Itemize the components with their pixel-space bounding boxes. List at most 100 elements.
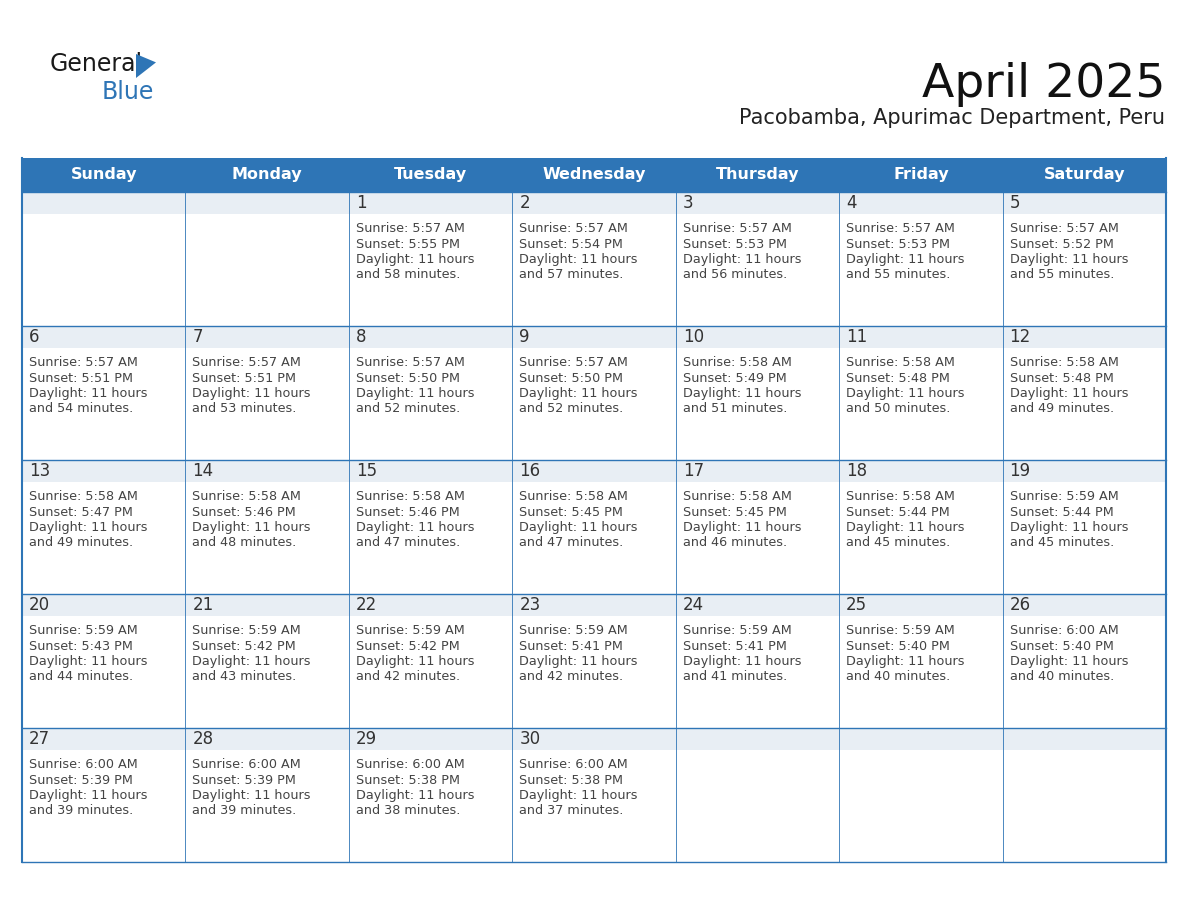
Text: Sunrise: 5:58 AM: Sunrise: 5:58 AM — [29, 490, 138, 503]
Text: Daylight: 11 hours: Daylight: 11 hours — [356, 521, 474, 534]
Text: and 55 minutes.: and 55 minutes. — [1010, 268, 1114, 282]
Text: Sunrise: 5:58 AM: Sunrise: 5:58 AM — [846, 490, 955, 503]
Bar — [23, 192, 185, 214]
Text: and 37 minutes.: and 37 minutes. — [519, 804, 624, 818]
Text: Sunrise: 5:57 AM: Sunrise: 5:57 AM — [1010, 222, 1118, 235]
Text: Sunset: 5:42 PM: Sunset: 5:42 PM — [192, 640, 296, 653]
Text: Daylight: 11 hours: Daylight: 11 hours — [683, 387, 801, 400]
Bar — [1003, 348, 1165, 460]
Text: Sunset: 5:40 PM: Sunset: 5:40 PM — [1010, 640, 1113, 653]
Text: April 2025: April 2025 — [922, 62, 1165, 107]
Bar — [512, 482, 676, 594]
Text: Daylight: 11 hours: Daylight: 11 hours — [192, 789, 311, 802]
Text: Saturday: Saturday — [1043, 167, 1125, 183]
Text: Daylight: 11 hours: Daylight: 11 hours — [1010, 655, 1129, 668]
Text: Sunset: 5:41 PM: Sunset: 5:41 PM — [683, 640, 786, 653]
Text: Sunset: 5:45 PM: Sunset: 5:45 PM — [519, 506, 624, 519]
Text: Daylight: 11 hours: Daylight: 11 hours — [683, 253, 801, 266]
Text: and 45 minutes.: and 45 minutes. — [1010, 536, 1114, 550]
Text: and 47 minutes.: and 47 minutes. — [519, 536, 624, 550]
Text: Sunset: 5:50 PM: Sunset: 5:50 PM — [519, 372, 624, 385]
Text: Friday: Friday — [893, 167, 949, 183]
Text: Sunrise: 5:59 AM: Sunrise: 5:59 AM — [192, 624, 302, 637]
Text: Sunset: 5:48 PM: Sunset: 5:48 PM — [846, 372, 950, 385]
Text: Sunset: 5:40 PM: Sunset: 5:40 PM — [846, 640, 950, 653]
Text: Sunrise: 6:00 AM: Sunrise: 6:00 AM — [519, 758, 628, 771]
Text: Sunrise: 5:59 AM: Sunrise: 5:59 AM — [29, 624, 138, 637]
Bar — [185, 460, 349, 482]
Bar — [512, 728, 676, 750]
Text: 3: 3 — [683, 194, 694, 212]
Bar — [839, 192, 1003, 214]
Text: and 49 minutes.: and 49 minutes. — [29, 536, 133, 550]
Text: Sunrise: 6:00 AM: Sunrise: 6:00 AM — [356, 758, 465, 771]
Text: 15: 15 — [356, 462, 377, 480]
Bar — [1003, 594, 1165, 616]
Text: Sunrise: 5:59 AM: Sunrise: 5:59 AM — [519, 624, 628, 637]
Bar — [185, 594, 349, 616]
Bar — [1003, 750, 1165, 862]
Bar — [23, 158, 1165, 192]
Text: and 48 minutes.: and 48 minutes. — [192, 536, 297, 550]
Bar — [839, 482, 1003, 594]
Bar — [676, 594, 839, 616]
Text: 23: 23 — [519, 596, 541, 614]
Text: and 51 minutes.: and 51 minutes. — [683, 402, 788, 416]
Text: 12: 12 — [1010, 328, 1031, 346]
Text: Daylight: 11 hours: Daylight: 11 hours — [519, 253, 638, 266]
Bar — [23, 348, 185, 460]
Text: General: General — [50, 52, 143, 76]
Bar — [1003, 482, 1165, 594]
Text: Sunday: Sunday — [70, 167, 137, 183]
Text: Daylight: 11 hours: Daylight: 11 hours — [356, 655, 474, 668]
Text: Blue: Blue — [102, 80, 154, 104]
Bar — [839, 728, 1003, 750]
Text: and 55 minutes.: and 55 minutes. — [846, 268, 950, 282]
Text: Sunrise: 5:58 AM: Sunrise: 5:58 AM — [683, 490, 791, 503]
Bar — [23, 482, 185, 594]
Bar — [512, 348, 676, 460]
Text: and 40 minutes.: and 40 minutes. — [846, 670, 950, 684]
Bar — [185, 326, 349, 348]
Text: Daylight: 11 hours: Daylight: 11 hours — [846, 387, 965, 400]
Text: 29: 29 — [356, 730, 377, 748]
Text: Daylight: 11 hours: Daylight: 11 hours — [29, 655, 147, 668]
Bar — [839, 460, 1003, 482]
Text: Sunset: 5:39 PM: Sunset: 5:39 PM — [29, 774, 133, 787]
Text: Thursday: Thursday — [715, 167, 800, 183]
Text: 6: 6 — [29, 328, 39, 346]
Text: Sunrise: 5:57 AM: Sunrise: 5:57 AM — [192, 356, 302, 369]
Bar — [1003, 616, 1165, 728]
Bar — [185, 728, 349, 750]
Text: Sunset: 5:44 PM: Sunset: 5:44 PM — [1010, 506, 1113, 519]
Text: 18: 18 — [846, 462, 867, 480]
Text: Sunrise: 5:59 AM: Sunrise: 5:59 AM — [356, 624, 465, 637]
Text: and 42 minutes.: and 42 minutes. — [356, 670, 460, 684]
Text: Daylight: 11 hours: Daylight: 11 hours — [356, 789, 474, 802]
Text: Tuesday: Tuesday — [394, 167, 467, 183]
Text: 26: 26 — [1010, 596, 1031, 614]
Text: Daylight: 11 hours: Daylight: 11 hours — [1010, 253, 1129, 266]
Bar — [349, 326, 512, 348]
Bar — [512, 616, 676, 728]
Bar — [349, 482, 512, 594]
Text: Sunset: 5:55 PM: Sunset: 5:55 PM — [356, 238, 460, 251]
Bar — [839, 750, 1003, 862]
Text: Sunrise: 5:59 AM: Sunrise: 5:59 AM — [846, 624, 955, 637]
Text: Sunrise: 5:57 AM: Sunrise: 5:57 AM — [519, 222, 628, 235]
Text: 17: 17 — [683, 462, 703, 480]
Text: Sunrise: 5:57 AM: Sunrise: 5:57 AM — [356, 356, 465, 369]
Text: Daylight: 11 hours: Daylight: 11 hours — [192, 655, 311, 668]
Text: and 46 minutes.: and 46 minutes. — [683, 536, 786, 550]
Text: Daylight: 11 hours: Daylight: 11 hours — [846, 253, 965, 266]
Text: Sunset: 5:46 PM: Sunset: 5:46 PM — [192, 506, 296, 519]
Bar — [185, 750, 349, 862]
Text: Sunset: 5:38 PM: Sunset: 5:38 PM — [519, 774, 624, 787]
Text: and 56 minutes.: and 56 minutes. — [683, 268, 786, 282]
Text: Daylight: 11 hours: Daylight: 11 hours — [356, 387, 474, 400]
Text: Daylight: 11 hours: Daylight: 11 hours — [29, 789, 147, 802]
Bar — [676, 482, 839, 594]
Bar — [349, 214, 512, 326]
Text: 24: 24 — [683, 596, 703, 614]
Text: Sunrise: 5:57 AM: Sunrise: 5:57 AM — [356, 222, 465, 235]
